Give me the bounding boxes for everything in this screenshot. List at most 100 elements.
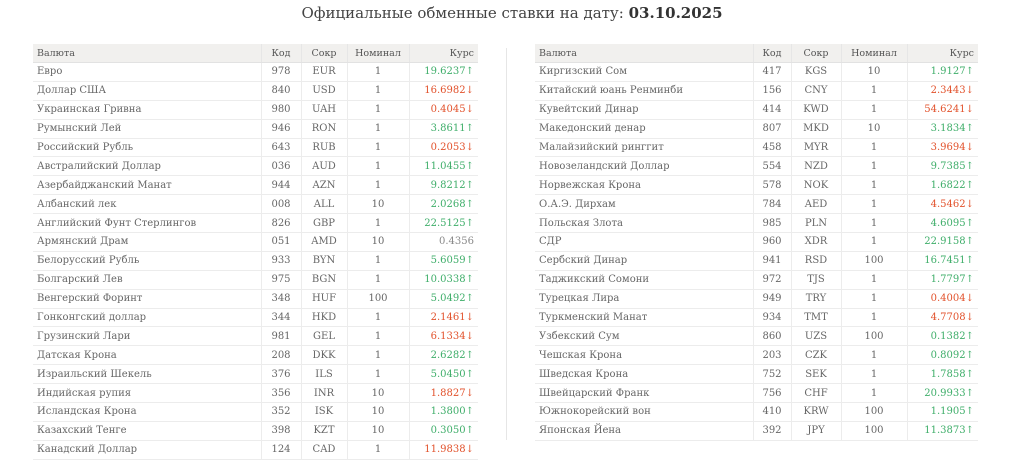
currency-rate-cell: 0.4356 [408,232,478,252]
currency-code-cell: 376 [260,364,301,385]
rate-value: 1.9127 [930,66,966,78]
currency-code-cell: 944 [260,175,301,196]
rate-value: 22.5125 [424,217,466,229]
arrow-down-icon: ↓ [465,444,474,456]
column-header-abbr[interactable]: Сокр [300,44,347,63]
column-header-nominal[interactable]: Номинал [840,44,907,63]
currency-name-cell: Турецкая Лира [535,289,753,309]
rate-value: 16.6982 [424,85,466,97]
column-header-rate[interactable]: Курс [906,44,978,63]
arrow-up-icon: ↑ [465,66,474,78]
currency-code-cell: 578 [752,175,791,196]
column-header-currency[interactable]: Валюта [535,44,753,63]
table-row: Японская Йена 392 JPY 100 11.3873↑ [535,421,978,441]
table-row: Белорусский Рубль 933 BYN 1 5.6059↑ [33,251,478,271]
table-row: Казахский Тенге 398 KZT 10 0.3050↑ [33,421,478,441]
arrow-up-icon: ↑ [965,330,974,342]
currency-rate-cell: 5.0492↑ [408,289,478,309]
currency-abbr-cell: GBP [300,213,347,234]
currency-abbr-cell: NZD [790,156,841,177]
arrow-up-icon: ↑ [965,179,974,191]
currency-name-cell: Швейцарский Франк [535,383,753,404]
rate-value: 19.6237 [424,66,466,78]
currency-abbr-cell: SEK [790,364,841,385]
rate-value: 2.0268 [430,198,466,210]
column-header-rate[interactable]: Курс [408,44,478,63]
rate-value: 54.6241 [924,104,966,116]
currency-abbr-cell: TJS [790,270,841,290]
currency-nominal-cell: 1 [840,194,907,215]
currency-code-cell: 784 [752,194,791,215]
arrow-up-icon: ↑ [465,425,474,437]
currency-abbr-cell: ISK [300,402,347,422]
column-header-abbr[interactable]: Сокр [790,44,841,63]
currency-code-cell: 840 [260,81,301,101]
table-row: Сербский Динар 941 RSD 100 16.7451↑ [535,251,978,271]
arrow-up-icon: ↑ [465,179,474,191]
currency-rate-cell: 4.6095↑ [906,213,978,234]
currency-rate-cell: 0.1382↑ [906,326,978,347]
currency-nominal-cell: 1 [840,232,907,252]
currency-nominal-cell: 1 [840,175,907,196]
currency-name-cell: Румынский Лей [33,119,261,139]
table-row: Английский Фунт Стерлингов 826 GBP 1 22.5125… [33,213,478,234]
currency-abbr-cell: CHF [790,383,841,404]
currency-rate-cell: 5.6059↑ [408,251,478,271]
currency-abbr-cell: RSD [790,251,841,271]
currency-name-cell: Израильский Шекель [33,364,261,385]
currency-rate-cell: 2.0268↑ [408,194,478,215]
rate-value: 2.6282 [430,349,466,361]
currency-name-cell: Украинская Гривна [33,100,261,120]
arrow-down-icon: ↓ [965,312,974,324]
rate-value: 0.4004 [930,293,966,305]
arrow-up-icon: ↑ [965,387,974,399]
table-row: Китайский юань Ренминби 156 CNY 1 2.3443↓ [535,81,978,101]
rate-value: 1.1905 [930,406,966,418]
currency-name-cell: Белорусский Рубль [33,251,261,271]
rate-value: 0.8092 [930,349,966,361]
currency-rate-cell: 1.8827↓ [408,383,478,404]
rate-value: 0.4045 [430,104,466,116]
column-header-code[interactable]: Код [752,44,791,63]
currency-name-cell: Венгерский Форинт [33,289,261,309]
column-header-nominal[interactable]: Номинал [346,44,409,63]
currency-code-cell: 949 [752,289,791,309]
currency-name-cell: Японская Йена [535,421,753,441]
arrow-up-icon: ↑ [965,425,974,437]
rates-table-left-panel: Валюта Код Сокр Номинал Курс Евро 978 EUR 1… [33,44,478,460]
currency-code-cell: 051 [260,232,301,252]
table-row: Австралийский Доллар 036 AUD 1 11.0455↑ [33,156,478,177]
currency-abbr-cell: CNY [790,81,841,101]
currency-name-cell: Евро [33,62,261,82]
currency-code-cell: 348 [260,289,301,309]
currency-rate-cell: 9.8212↑ [408,175,478,196]
currency-abbr-cell: MYR [790,138,841,158]
currency-rate-cell: 0.3050↑ [408,421,478,441]
currency-nominal-cell: 1 [840,81,907,101]
currency-rate-cell: 0.8092↑ [906,345,978,366]
column-header-code[interactable]: Код [260,44,301,63]
currency-code-cell: 008 [260,194,301,215]
table-row: Новозеландский Доллар 554 NZD 1 9.7385↑ [535,156,978,177]
currency-name-cell: Норвежская Крона [535,175,753,196]
table-row: Гонконгский доллар 344 HKD 1 2.1461↓ [33,308,478,328]
currency-abbr-cell: AMD [300,232,347,252]
currency-abbr-cell: DKK [300,345,347,366]
column-header-currency[interactable]: Валюта [33,44,261,63]
table-row: Датская Крона 208 DKK 1 2.6282↑ [33,345,478,366]
rates-table-right: Валюта Код Сокр Номинал Курс Киргизский … [535,44,978,441]
currency-nominal-cell: 10 [840,119,907,139]
currency-abbr-cell: BGN [300,270,347,290]
currency-abbr-cell: GEL [300,326,347,347]
currency-rate-cell: 16.6982↓ [408,81,478,101]
arrow-up-icon: ↑ [465,368,474,380]
currency-rate-cell: 1.3800↑ [408,402,478,422]
currency-name-cell: Шведская Крона [535,364,753,385]
currency-name-cell: Австралийский Доллар [33,156,261,177]
rate-value: 2.1461 [430,312,466,324]
currency-nominal-cell: 100 [840,251,907,271]
currency-name-cell: Таджикский Сомони [535,270,753,290]
table-row: Болгарский Лев 975 BGN 1 10.0338↑ [33,270,478,290]
currency-code-cell: 941 [752,251,791,271]
currency-name-cell: Новозеландский Доллар [535,156,753,177]
